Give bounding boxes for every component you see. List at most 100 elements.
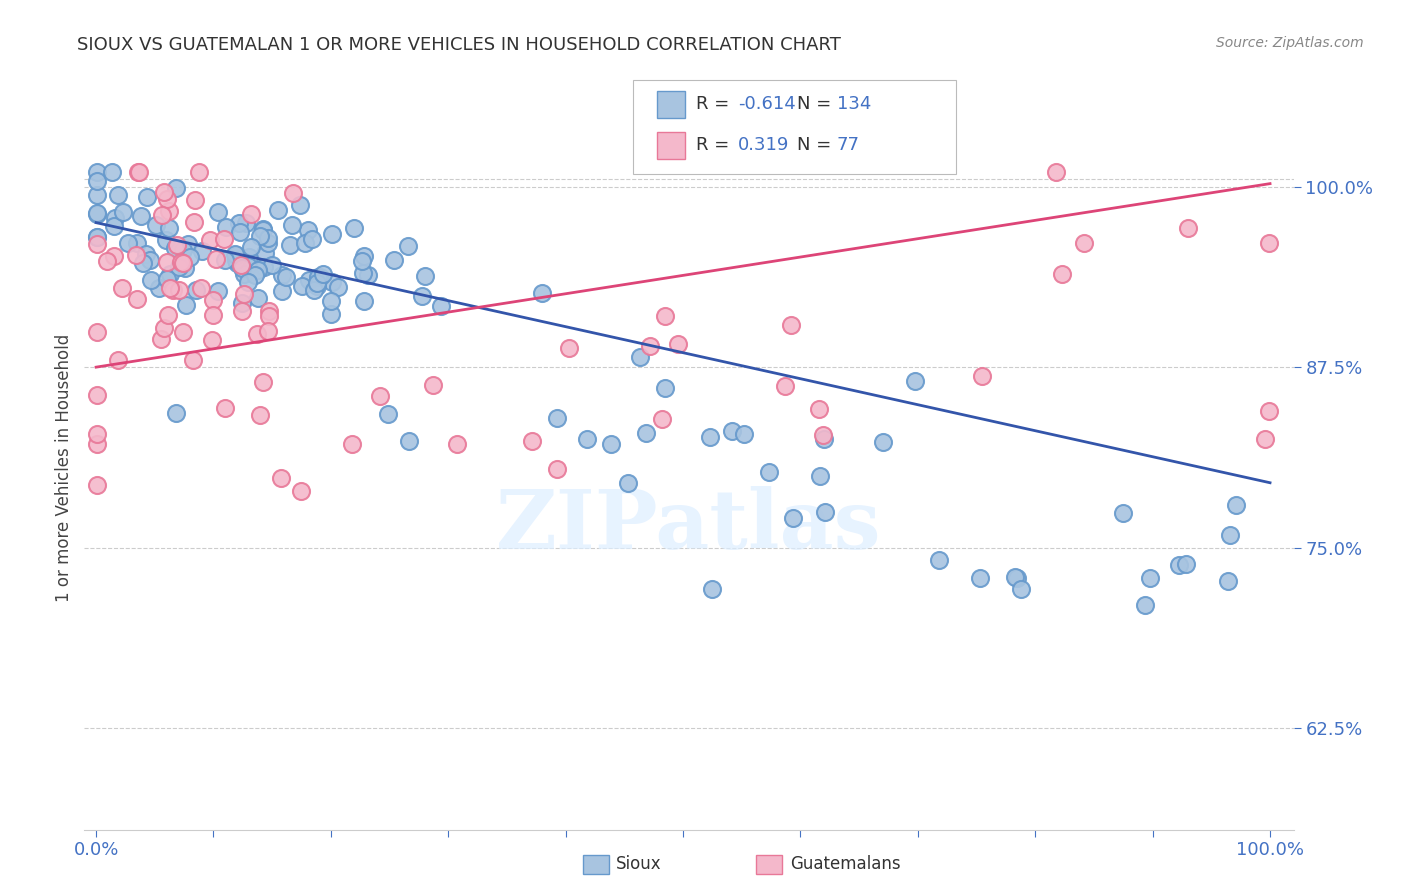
Point — [970, 368, 993, 383]
Point — [111, 204, 134, 219]
Point — [733, 427, 755, 442]
Point — [231, 296, 253, 310]
Point — [212, 232, 235, 246]
Point — [249, 408, 271, 422]
Point — [1257, 235, 1279, 250]
Point — [148, 281, 170, 295]
Point — [270, 471, 292, 485]
Point — [257, 303, 280, 318]
Point — [174, 298, 197, 312]
Point — [254, 246, 277, 260]
Point — [872, 435, 894, 450]
Point — [546, 410, 568, 425]
Point — [86, 229, 108, 244]
Point — [259, 310, 281, 324]
Point — [240, 207, 263, 221]
Point — [267, 203, 290, 218]
Text: R =: R = — [696, 95, 735, 113]
Point — [153, 321, 176, 335]
Point — [139, 252, 162, 267]
Point — [576, 433, 599, 447]
Point — [190, 281, 212, 295]
Point — [1010, 582, 1032, 596]
Point — [302, 283, 325, 297]
Point — [305, 276, 328, 290]
Point — [558, 341, 581, 355]
Point — [249, 228, 271, 243]
Point — [699, 430, 721, 444]
Point — [617, 476, 640, 491]
Point — [107, 353, 129, 368]
Text: 134: 134 — [837, 95, 870, 113]
Point — [257, 231, 280, 245]
Point — [343, 220, 366, 235]
Point — [253, 260, 276, 274]
Point — [200, 233, 222, 247]
Point — [636, 426, 658, 441]
Point — [969, 570, 991, 584]
Point — [654, 309, 676, 323]
Point — [170, 255, 193, 269]
Point — [86, 165, 108, 179]
Point — [228, 216, 250, 230]
Point — [207, 205, 229, 219]
Point — [904, 374, 927, 388]
Point — [202, 293, 225, 308]
Point — [1139, 571, 1161, 585]
Point — [156, 309, 179, 323]
Point — [1218, 574, 1240, 588]
Point — [104, 211, 127, 226]
Point — [229, 258, 252, 272]
Point — [191, 244, 214, 258]
Point — [1005, 571, 1028, 585]
Point — [86, 187, 108, 202]
Point — [226, 256, 249, 270]
Point — [181, 352, 204, 367]
Text: 77: 77 — [837, 136, 859, 154]
Point — [172, 243, 194, 257]
Point — [353, 248, 375, 262]
Text: N =: N = — [797, 136, 837, 154]
Point — [232, 267, 254, 281]
Point — [135, 247, 157, 261]
Point — [238, 259, 260, 273]
Point — [398, 434, 420, 449]
Point — [252, 223, 274, 237]
Y-axis label: 1 or more Vehicles in Household: 1 or more Vehicles in Household — [55, 334, 73, 602]
Point — [301, 232, 323, 246]
Point — [111, 281, 134, 295]
Point — [262, 258, 284, 272]
Point — [166, 238, 188, 252]
Point — [520, 434, 543, 448]
Point — [150, 332, 173, 346]
Point — [96, 253, 118, 268]
Point — [238, 251, 260, 265]
Point — [702, 582, 724, 596]
Point — [276, 269, 298, 284]
Point — [145, 219, 167, 233]
Point — [163, 241, 186, 255]
Point — [288, 198, 311, 212]
Point — [396, 238, 419, 252]
Point — [225, 252, 247, 267]
Point — [546, 462, 568, 476]
Point — [243, 268, 266, 282]
Point — [319, 293, 342, 308]
Point — [270, 285, 292, 299]
Point — [446, 437, 468, 451]
Point — [321, 307, 343, 321]
Point — [808, 401, 831, 416]
Point — [156, 192, 179, 206]
Point — [229, 225, 252, 239]
Point — [1168, 558, 1191, 573]
Point — [86, 206, 108, 220]
Point — [86, 426, 108, 441]
Point — [782, 511, 804, 525]
Point — [1004, 570, 1026, 584]
Text: 0.319: 0.319 — [738, 136, 790, 154]
Point — [86, 237, 108, 252]
Point — [780, 318, 803, 333]
Point — [246, 263, 269, 277]
Point — [278, 238, 301, 252]
Point — [640, 339, 662, 353]
